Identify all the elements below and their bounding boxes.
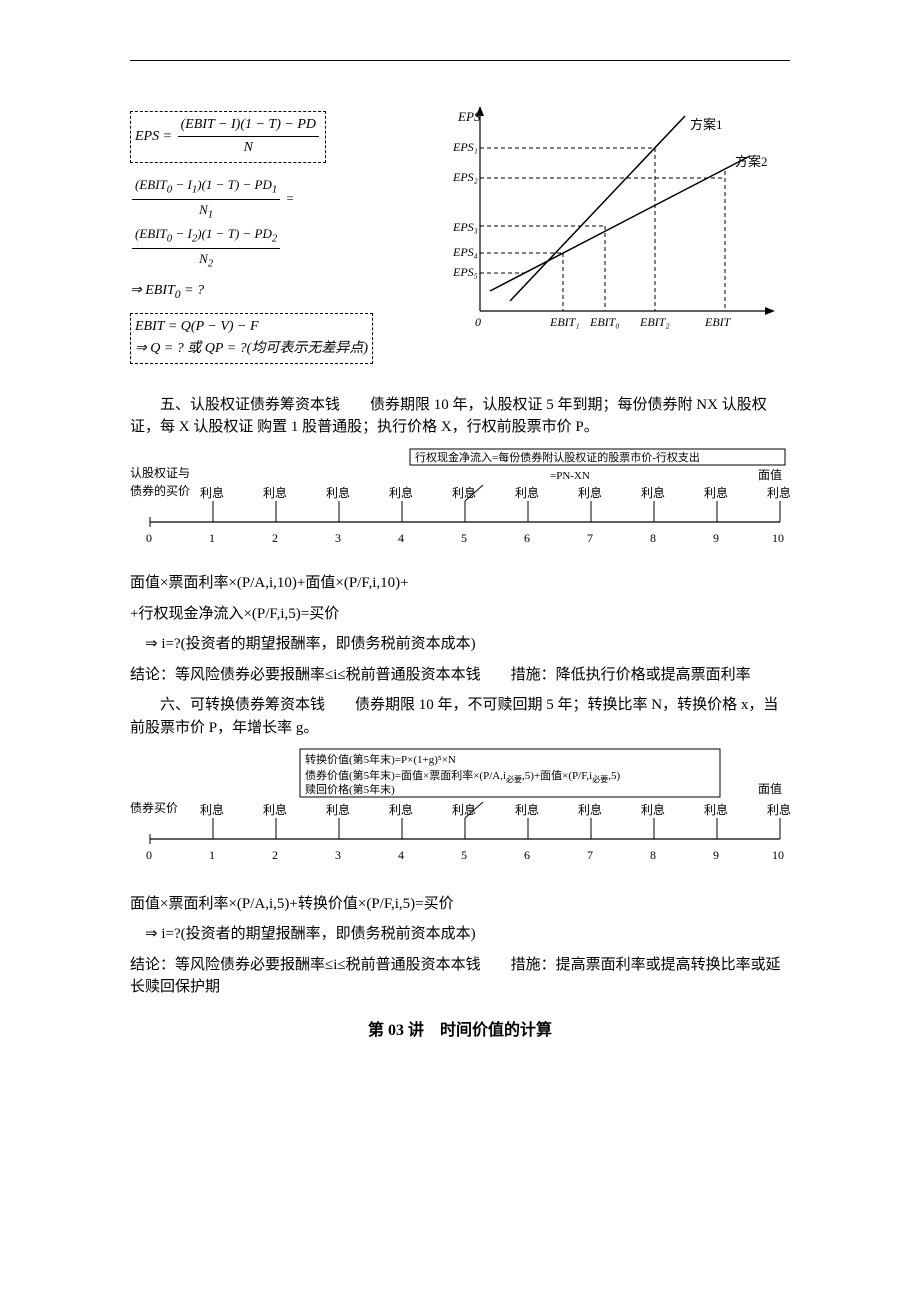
y-label-5: EPS₅ [452, 265, 478, 279]
x-label-3: EBIT₂ [639, 315, 670, 329]
svg-text:7: 7 [587, 531, 593, 545]
section6-title: 六、可转换债券筹资本钱 [160, 697, 325, 713]
svg-text:10: 10 [772, 848, 784, 862]
svg-text:利息: 利息 [515, 802, 539, 817]
timeline5-left-1: 认股权证与 [130, 466, 190, 480]
timeline5-right-label: 面值 [758, 467, 782, 482]
timeline6-box2: 债券价值(第5年末)=面值×票面利率×(P/A,i必要,5)+面值×(P/F,i… [305, 768, 620, 784]
svg-text:4: 4 [398, 531, 404, 545]
section6-conclusion: 结论：等风险债券必要报酬率≤i≤税前普通股资本本钱 措施：提高票面利率或提高转换… [130, 954, 790, 999]
section5-conclusion: 结论：等风险债券必要报酬率≤i≤税前普通股资本本钱 措施：降低执行价格或提高票面… [130, 664, 790, 687]
section6-para: 六、可转换债券筹资本钱 债券期限 10 年，不可赎回期 5 年；转换比率 N，转… [130, 694, 790, 739]
line2-label: 方案2 [735, 154, 768, 169]
svg-text:7: 7 [587, 848, 593, 862]
ebit-q-box: EBIT = Q(P − V) − F ⇒ Q = ? 或 QP = ?(均可表… [130, 313, 373, 364]
svg-text:2: 2 [272, 848, 278, 862]
svg-text:利息: 利息 [326, 802, 350, 817]
svg-text:利息: 利息 [452, 802, 476, 817]
svg-text:3: 3 [335, 848, 341, 862]
y-label-2: EPS₂ [452, 170, 478, 184]
warrant-i: ⇒ i=?(投资者的期望报酬率，即债务税前资本成本) [130, 633, 790, 656]
svg-text:8: 8 [650, 848, 656, 862]
timeline6-ticks: 0 利息 1 利息 2 利息 3 利息 4 利息 5 利息 6 利息 7 利息 8 利息 9 利息… [146, 802, 790, 862]
svg-text:9: 9 [713, 848, 719, 862]
svg-text:利息: 利息 [200, 485, 224, 500]
section5-title: 五、认股权证债券筹资本钱 [160, 397, 340, 413]
section5-timeline: 行权现金净流入=每份债券附认股权证的股票市价-行权支出 =PN-XN 面值 认股… [130, 447, 790, 557]
svg-text:4: 4 [398, 848, 404, 862]
eps-chart: 0 EPS EPS₁ EPS₂ EPS₃ EPS₄ EPS₅ 方案1 [450, 101, 790, 331]
svg-text:利息: 利息 [326, 485, 350, 500]
timeline5-box-text: 行权现金净流入=每份债券附认股权证的股票市价-行权支出 [415, 450, 700, 464]
heading-03: 第 03 讲 时间价值的计算 [130, 1019, 790, 1043]
eps-figure-row: EPS = (EBIT − I)(1 − T) − PDN (EBIT0 − I… [130, 101, 790, 364]
x-label-1: EBIT₁ [549, 315, 580, 329]
y-label-3: EPS₃ [452, 220, 478, 234]
svg-text:5: 5 [461, 531, 467, 545]
svg-text:利息: 利息 [200, 802, 224, 817]
x-label-2: EBIT₀ [589, 315, 620, 329]
svg-text:5: 5 [461, 848, 467, 862]
svg-text:利息: 利息 [704, 485, 728, 500]
timeline6-box1: 转换价值(第5年末)=P×(1+g)⁵×N [305, 752, 456, 766]
conv-pv: 面值×票面利率×(P/A,i,5)+转换价值×(P/F,i,5)=买价 [130, 893, 790, 916]
svg-text:1: 1 [209, 531, 215, 545]
svg-text:利息: 利息 [452, 485, 476, 500]
timeline5-box-text2: =PN-XN [550, 470, 590, 482]
section6-timeline: 转换价值(第5年末)=P×(1+g)⁵×N 债券价值(第5年末)=面值×票面利率… [130, 747, 790, 877]
svg-text:利息: 利息 [578, 802, 602, 817]
svg-text:利息: 利息 [704, 802, 728, 817]
svg-text:利息: 利息 [263, 802, 287, 817]
svg-text:6: 6 [524, 531, 530, 545]
section5-para: 五、认股权证债券筹资本钱 债券期限 10 年，认股权证 5 年到期；每份债券附 … [130, 394, 790, 439]
svg-text:10: 10 [772, 531, 784, 545]
eps-formula-block: EPS = (EBIT − I)(1 − T) − PDN (EBIT0 − I… [130, 101, 430, 364]
svg-text:利息: 利息 [578, 485, 602, 500]
timeline6-right-label: 面值 [758, 781, 782, 796]
conv-i: ⇒ i=?(投资者的期望报酬率，即债务税前资本成本) [130, 923, 790, 946]
timeline6-box3: 赎回价格(第5年末) [305, 782, 395, 796]
timeline5-ticks: 0 利息 1 利息 2 利息 3 利息 4 利息 5 利息 6 利息 7 利息 8 利息 9 利息… [146, 485, 790, 545]
y-label-4: EPS₄ [452, 245, 478, 259]
svg-text:8: 8 [650, 531, 656, 545]
svg-text:利息: 利息 [389, 485, 413, 500]
y-label-eps: EPS [457, 109, 481, 124]
svg-text:利息: 利息 [641, 802, 665, 817]
document-page: EPS = (EBIT − I)(1 − T) − PDN (EBIT0 − I… [0, 0, 920, 1099]
svg-text:6: 6 [524, 848, 530, 862]
svg-text:0: 0 [146, 848, 152, 862]
svg-text:利息: 利息 [767, 485, 790, 500]
svg-text:利息: 利息 [515, 485, 539, 500]
svg-text:利息: 利息 [389, 802, 413, 817]
line1-label: 方案1 [690, 117, 723, 132]
svg-text:利息: 利息 [767, 802, 790, 817]
timeline5-left-2: 债券的买价 [130, 483, 190, 498]
timeline6-left: 债券买价 [130, 800, 178, 815]
eps-formula-box: EPS = (EBIT − I)(1 − T) − PDN [130, 111, 326, 163]
svg-text:3: 3 [335, 531, 341, 545]
warrant-pv-2: +行权现金净流入×(P/F,i,5)=买价 [130, 603, 790, 626]
svg-text:0: 0 [146, 531, 152, 545]
svg-text:利息: 利息 [263, 485, 287, 500]
warrant-pv-1: 面值×票面利率×(P/A,i,10)+面值×(P/F,i,10)+ [130, 572, 790, 595]
svg-text:1: 1 [209, 848, 215, 862]
svg-text:9: 9 [713, 531, 719, 545]
svg-text:2: 2 [272, 531, 278, 545]
svg-text:利息: 利息 [641, 485, 665, 500]
top-rule [130, 60, 790, 61]
svg-text:0: 0 [475, 315, 481, 329]
y-label-1: EPS₁ [452, 140, 478, 154]
x-label-4: EBIT [704, 315, 732, 329]
